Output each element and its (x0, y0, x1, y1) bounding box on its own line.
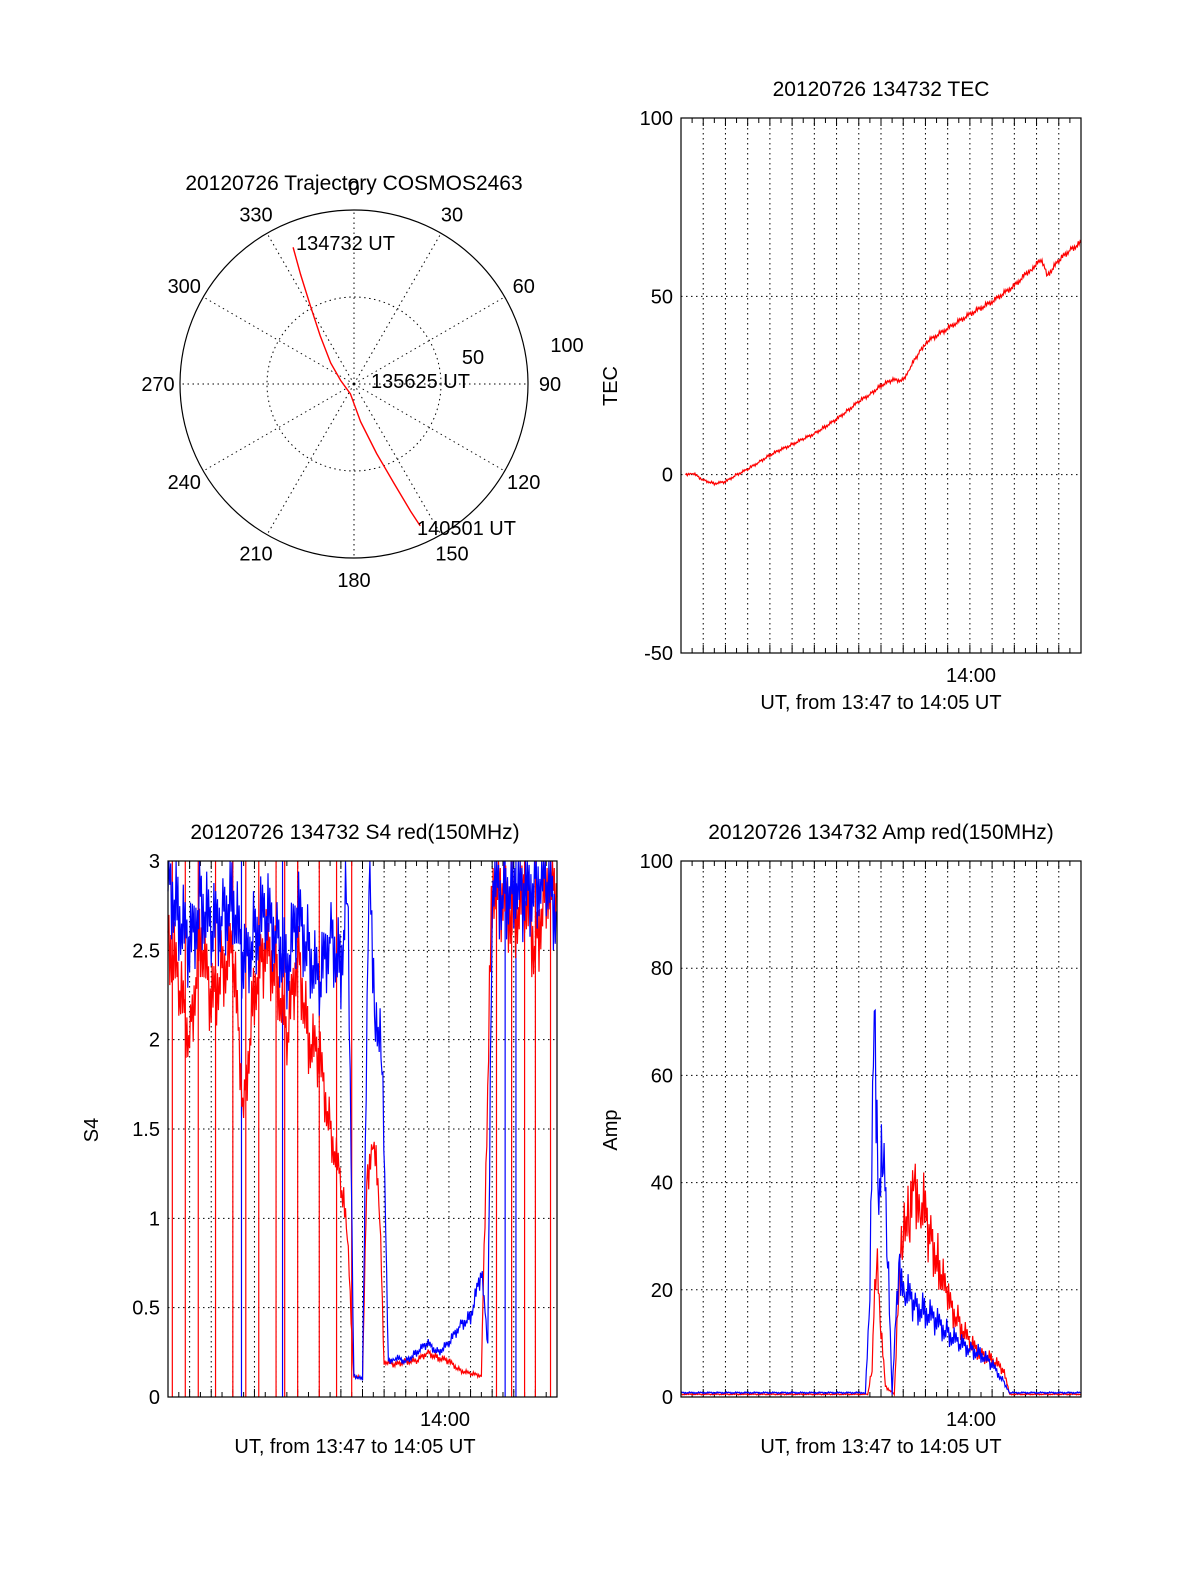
amp-panel: 20120726 134732 Amp red(150MHz) 0 20 40 60 8… (600, 821, 1082, 1458)
azimuth-label-300: 300 (168, 276, 201, 298)
amp-x-axis-label: UT, from 13:47 to 14:05 UT (760, 1436, 1001, 1458)
y-tick-label: 60 (651, 1065, 673, 1087)
s4-horizontal-grid (168, 949, 557, 1309)
tec-y-ticks: -50 0 50 100 (640, 108, 673, 665)
y-tick-label: 1.5 (132, 1119, 160, 1141)
polar-spoke-300 (203, 296, 355, 385)
polar-grid-circle-50 (266, 296, 442, 472)
polar-spoke-330 (266, 233, 355, 385)
tec-title: 20120726 134732 TEC (773, 78, 990, 101)
tec-plot-frame (680, 117, 1082, 654)
polar-spoke-240 (203, 383, 355, 472)
tec-horizontal-grid (681, 295, 1081, 476)
y-tick-label: 80 (651, 958, 673, 980)
amp-y-ticks: 0 20 40 60 80 100 (640, 851, 673, 1409)
s4-x-tick-label: 14:00 (420, 1409, 470, 1431)
tec-y-axis-label: TEC (600, 366, 622, 406)
tec-series (684, 239, 1082, 487)
series-line-1 (684, 239, 1082, 487)
s4-series (167, 860, 558, 1381)
series-line-2 (680, 1008, 1081, 1395)
radial-label-50: 50 (462, 347, 484, 369)
azimuth-label-90: 90 (539, 374, 561, 396)
trajectory-polar-panel: 20120726 Trajectory COSMOS2463 0 30 60 90 12… (141, 172, 583, 592)
satellite-track-line (292, 247, 421, 527)
azimuth-label-0: 0 (348, 178, 359, 200)
y-tick-label: 3 (149, 851, 160, 873)
polar-spoke-30 (353, 233, 442, 385)
tec-vertical-grid (680, 118, 1082, 653)
polar-outer-circle (179, 209, 529, 559)
polar-spoke-120 (353, 383, 505, 472)
s4-y-ticks: 0 0.5 1 1.5 2 2.5 3 (132, 851, 160, 1409)
y-tick-label: 0 (149, 1387, 160, 1409)
series-line-1 (680, 1163, 1082, 1397)
y-tick-label: -50 (644, 643, 673, 665)
y-tick-label: 2.5 (132, 940, 160, 962)
s4-panel: 20120726 134732 S4 red(150MHz) 0 0.5 1 1.5 2… (81, 821, 558, 1458)
amp-plot-frame (680, 860, 1082, 1398)
trajectory-title: 20120726 Trajectory COSMOS2463 (185, 172, 522, 195)
annotation-start-time: 134732 UT (296, 233, 395, 255)
polar-grid (180, 210, 528, 558)
s4-plot-frame (167, 860, 558, 1398)
y-tick-label: 20 (651, 1280, 673, 1302)
radial-label-100: 100 (550, 335, 583, 357)
y-tick-label: 50 (651, 286, 673, 308)
annotation-end-time: 140501 UT (417, 518, 516, 540)
amp-x-tick-label: 14:00 (946, 1409, 996, 1431)
azimuth-label-240: 240 (168, 472, 201, 494)
amp-series (680, 1008, 1082, 1397)
y-tick-label: 100 (640, 108, 673, 130)
azimuth-label-150: 150 (435, 544, 468, 566)
azimuth-label-180: 180 (337, 570, 370, 592)
y-tick-label: 0.5 (132, 1298, 160, 1320)
azimuth-label-210: 210 (239, 544, 272, 566)
azimuth-label-30: 30 (441, 204, 463, 226)
polar-spoke-210 (266, 383, 355, 535)
y-tick-label: 40 (651, 1173, 673, 1195)
polar-spoke-60 (353, 296, 505, 385)
s4-y-axis-label: S4 (81, 1118, 103, 1142)
tec-x-axis-label: UT, from 13:47 to 14:05 UT (760, 692, 1001, 714)
azimuth-label-120: 120 (507, 472, 540, 494)
azimuth-labels: 0 30 60 90 120 150 180 210 240 270 300 330 (141, 178, 561, 592)
y-tick-label: 100 (640, 851, 673, 873)
polar-spoke-150 (353, 383, 442, 535)
s4-title: 20120726 134732 S4 red(150MHz) (190, 821, 519, 844)
s4-x-axis-label: UT, from 13:47 to 14:05 UT (234, 1436, 475, 1458)
azimuth-label-60: 60 (513, 276, 535, 298)
y-tick-label: 0 (662, 465, 673, 487)
y-tick-label: 2 (149, 1030, 160, 1052)
azimuth-label-270: 270 (141, 374, 174, 396)
series-line-2 (167, 860, 558, 1381)
azimuth-label-330: 330 (239, 204, 272, 226)
y-tick-label: 0 (662, 1387, 673, 1409)
amp-y-axis-label: Amp (600, 1109, 622, 1150)
amp-title: 20120726 134732 Amp red(150MHz) (708, 821, 1054, 844)
y-tick-label: 1 (149, 1208, 160, 1230)
annotation-mid-time: 135625 UT (371, 371, 470, 393)
tec-x-tick-label: 14:00 (946, 665, 996, 687)
tec-panel: 20120726 134732 TEC -50 0 50 100 14:00 UT, … (600, 78, 1082, 714)
